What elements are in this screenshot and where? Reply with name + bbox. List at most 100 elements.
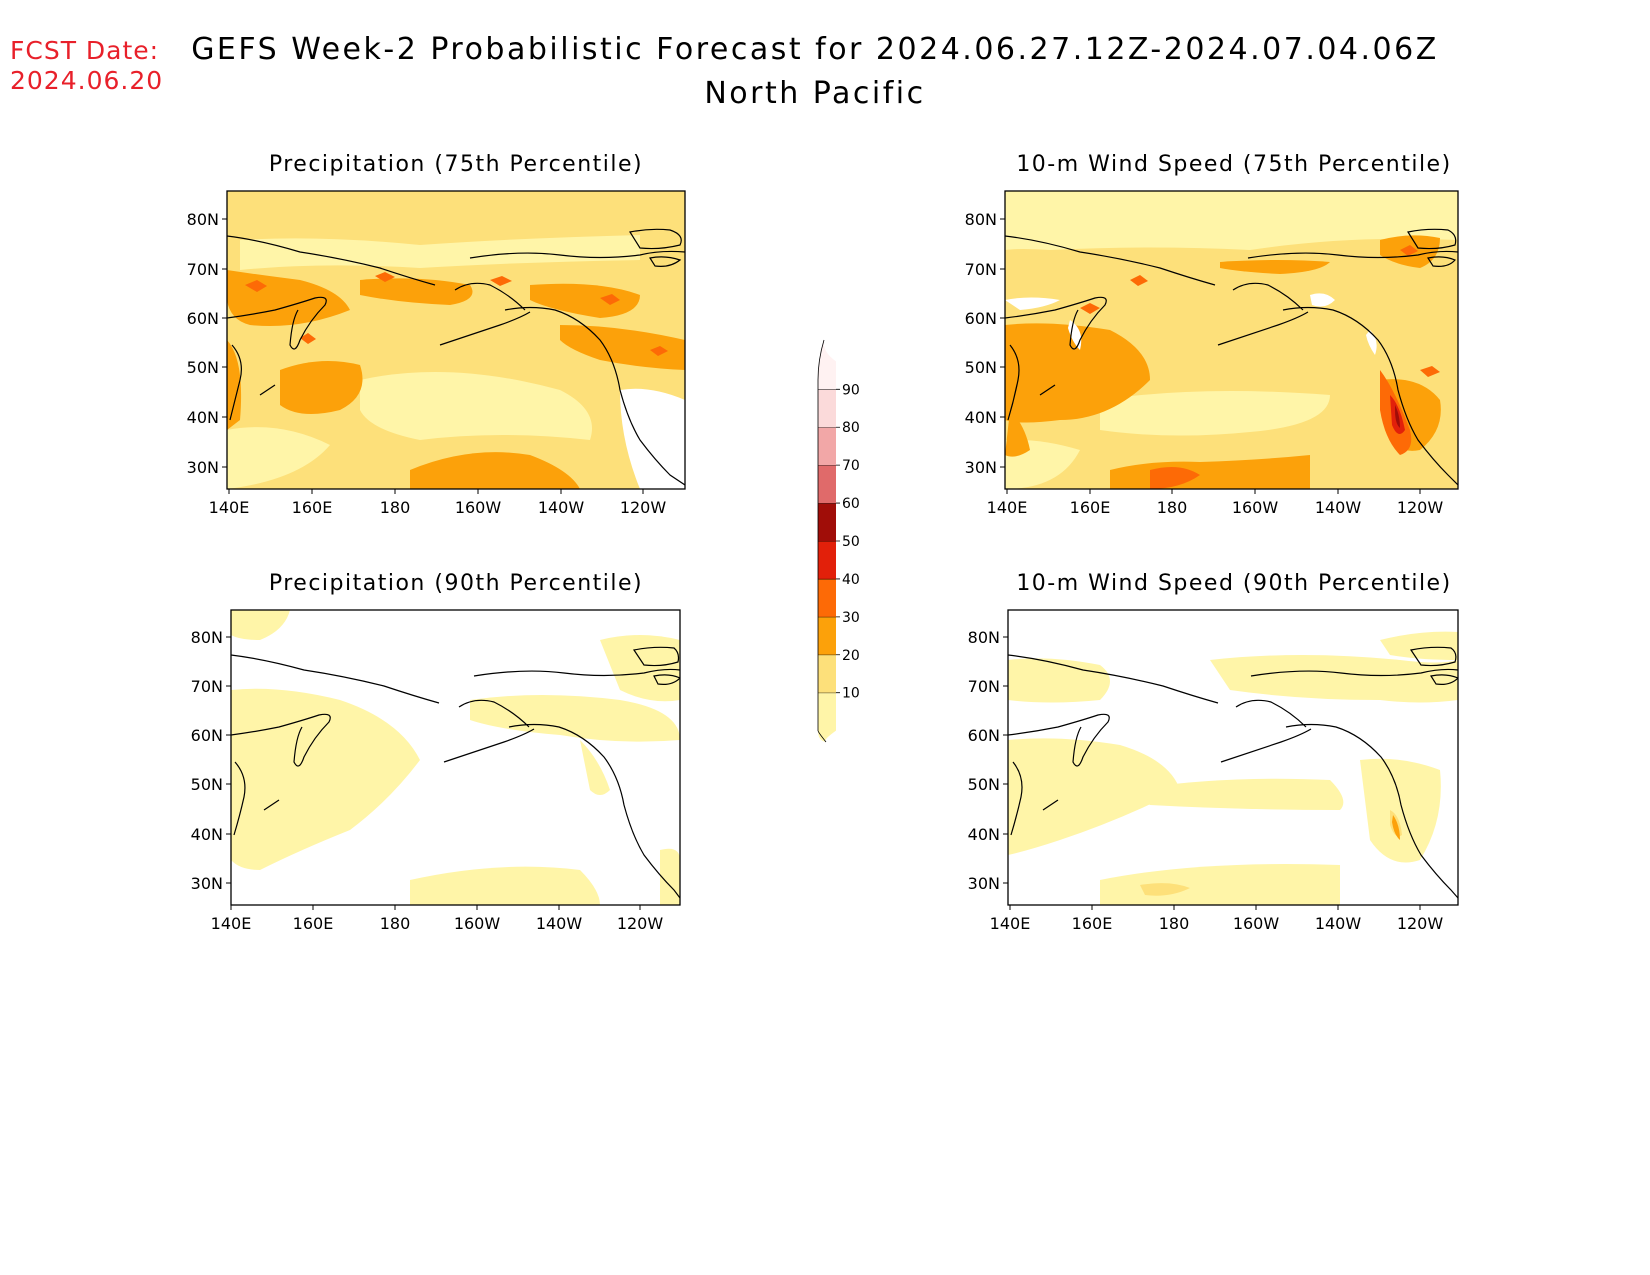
fill-orange-region (1220, 260, 1330, 274)
lon-tick-label: 140E (209, 498, 250, 517)
coastline (1008, 646, 1458, 899)
lon-tick-label: 160W (1233, 914, 1280, 933)
lon-tick-label: 160E (1072, 914, 1113, 933)
lat-tick-label: 50N (968, 775, 1000, 794)
lon-tick-label: 120W (1397, 914, 1444, 933)
fill-orange-region (360, 278, 473, 305)
lat-tick-label: 80N (968, 628, 1000, 647)
lat-tick-label: 60N (191, 726, 223, 745)
main-title: GEFS Week-2 Probabilistic Forecast for 2… (191, 32, 1439, 67)
fill-light-region (1008, 658, 1110, 703)
fill-darkred-core (1395, 405, 1400, 428)
lat-tick-label: 30N (187, 458, 219, 477)
asia-coast (231, 654, 440, 836)
lon-tick-label: 180 (380, 498, 411, 517)
colorbar-label: 10 (842, 686, 860, 702)
lon-tick-label: 180 (380, 914, 411, 933)
lon-tick-label: 180 (1157, 498, 1188, 517)
fill-orange-region (560, 325, 685, 370)
colorbar-segment (818, 427, 836, 466)
map-panel-precip75 (226, 190, 686, 490)
map-frame (1007, 609, 1459, 906)
fill-light-region (1210, 655, 1458, 703)
lat-tick-label: 40N (968, 825, 1000, 844)
lat-tick-label: 70N (187, 260, 219, 279)
lat-tick-label: 50N (187, 358, 219, 377)
colorbar-label: 90 (842, 382, 860, 398)
lon-tick-label: 160E (293, 914, 334, 933)
fill-light-region (231, 610, 290, 640)
fill-light-region (1380, 631, 1458, 660)
map-frame (226, 190, 686, 490)
lon-tick-label: 140E (990, 914, 1031, 933)
lon-tick-label: 180 (1159, 914, 1190, 933)
aleutian-arc (443, 728, 535, 763)
panel-title-precip75: Precipitation (75th Percentile) (268, 152, 644, 177)
lat-tick-label: 60N (965, 309, 997, 328)
aleutian-arc (1220, 728, 1312, 763)
lon-tick-label: 120W (620, 498, 667, 517)
fill-light-region (1130, 778, 1344, 810)
panel-title-wind90: 10-m Wind Speed (90th Percentile) (1016, 571, 1452, 596)
map-frame (230, 609, 681, 906)
forecast-date-block: FCST Date: 2024.06.20 (10, 36, 163, 96)
fill-orange-region (1005, 410, 1030, 457)
aleutian-arc (1217, 311, 1309, 346)
lat-tick-label: 70N (191, 677, 223, 696)
fill-light-band (240, 235, 640, 270)
lat-tick-label: 40N (965, 408, 997, 427)
lon-tick-label: 140E (211, 914, 252, 933)
fill-light-region (410, 866, 600, 905)
arctic-islands (629, 228, 682, 267)
map-frame (1004, 190, 1459, 490)
fill-light-region (580, 740, 610, 795)
lat-tick-label: 30N (968, 874, 1000, 893)
colorbar-label: 20 (842, 648, 860, 664)
fill-light-band (1005, 191, 1458, 250)
map-panel-precip90 (230, 609, 681, 906)
lat-tick-label: 70N (965, 260, 997, 279)
colorbar-segment (818, 692, 836, 742)
colorbar-segment (818, 541, 836, 579)
lon-tick-label: 120W (617, 914, 664, 933)
lon-tick-label: 140W (1315, 914, 1362, 933)
alaska-coast (1235, 668, 1458, 899)
lon-tick-label: 160W (455, 498, 502, 517)
alaska-coast (454, 250, 685, 486)
colorbar-label: 60 (842, 496, 860, 512)
fill-light-region (1008, 738, 1180, 855)
colorbar-label: 70 (842, 458, 860, 474)
lon-tick-label: 160E (1070, 498, 1111, 517)
lon-tick-label: 160W (454, 914, 501, 933)
fill-orange-region (280, 361, 363, 414)
lon-tick-label: 140W (536, 914, 583, 933)
fill-orange-region (1005, 323, 1150, 423)
fill-light-region (231, 688, 420, 870)
fill-orange-region (530, 283, 640, 318)
lat-tick-label: 60N (968, 726, 1000, 745)
lon-tick-label: 120W (1397, 498, 1444, 517)
lon-tick-label: 160W (1232, 498, 1279, 517)
lon-tick-label: 160E (292, 498, 333, 517)
alaska-coast (1232, 250, 1458, 486)
colorbar-segment (818, 578, 836, 617)
fill-light-band (227, 427, 330, 489)
lat-tick-label: 60N (187, 309, 219, 328)
lat-tick-label: 80N (191, 628, 223, 647)
colorbar-label: 40 (842, 572, 860, 588)
asia-coast (1005, 235, 1216, 421)
forecast-date-value: 2024.06.20 (10, 66, 164, 95)
lon-tick-label: 140W (1315, 498, 1362, 517)
arctic-islands (1407, 228, 1457, 267)
panel-title-wind75: 10-m Wind Speed (75th Percentile) (1016, 152, 1452, 177)
lat-tick-label: 30N (965, 458, 997, 477)
fill-light-region (660, 848, 680, 905)
asia-coast (1008, 654, 1219, 836)
lat-tick-label: 40N (187, 408, 219, 427)
colorbar-segment (818, 616, 836, 655)
colorbar: 10 20 30 40 50 60 70 80 90 (817, 339, 860, 743)
panel-title-precip90: Precipitation (90th Percentile) (268, 571, 644, 596)
aleutian-arc (439, 311, 531, 346)
colorbar-segment (818, 503, 836, 541)
